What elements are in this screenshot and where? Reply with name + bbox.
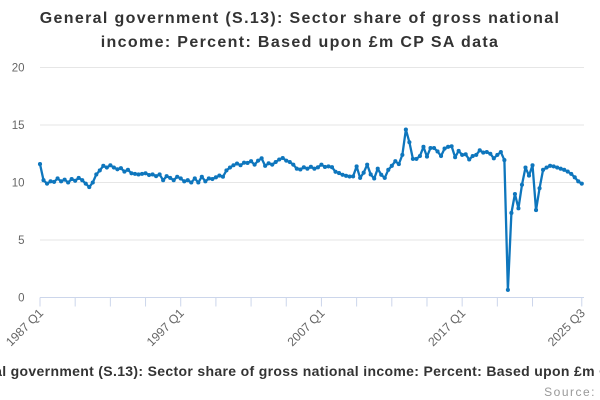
svg-text:10: 10 bbox=[12, 178, 25, 190]
svg-text:20: 20 bbox=[12, 63, 25, 75]
svg-text:1987 Q1: 1987 Q1 bbox=[3, 306, 46, 349]
svg-text:5: 5 bbox=[18, 235, 24, 247]
svg-text:15: 15 bbox=[12, 120, 25, 132]
svg-text:2007 Q1: 2007 Q1 bbox=[285, 306, 328, 349]
svg-text:0: 0 bbox=[18, 293, 24, 305]
svg-text:2025 Q3: 2025 Q3 bbox=[545, 306, 588, 349]
svg-text:2017 Q1: 2017 Q1 bbox=[425, 306, 468, 349]
svg-text:1997 Q1: 1997 Q1 bbox=[144, 306, 187, 349]
